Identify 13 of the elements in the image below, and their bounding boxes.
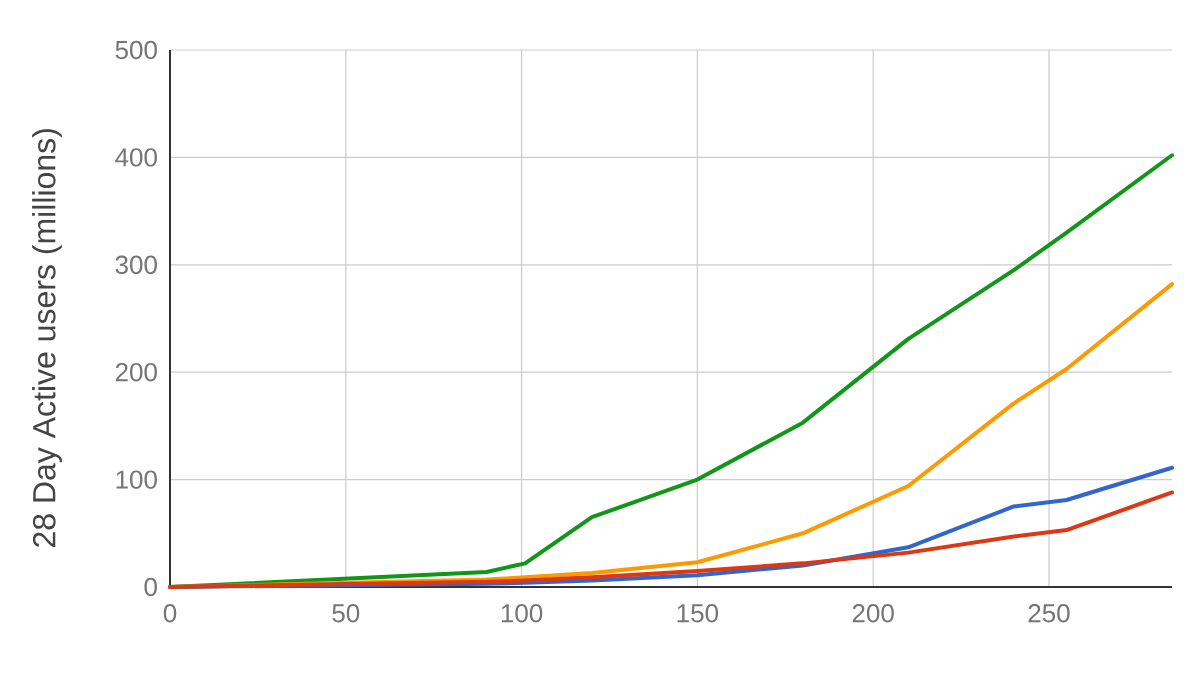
x-tick-label: 50: [332, 604, 360, 623]
y-tick-label: 200: [115, 362, 157, 382]
x-tick-label: 0: [163, 604, 177, 623]
y-tick-label: 300: [115, 255, 157, 274]
y-axis-title: 28 Day Active users (millions): [32, 129, 62, 547]
y-tick-label: 400: [115, 148, 157, 167]
x-tick-label: 150: [677, 604, 719, 623]
y-tick-label: 500: [115, 40, 157, 60]
y-tick-label: 100: [116, 470, 157, 489]
x-tick-label: 200: [852, 604, 894, 623]
x-tick-label: 100: [501, 604, 543, 623]
y-tick-label: 0: [144, 577, 157, 597]
x-tick-label: 250: [1028, 604, 1070, 623]
